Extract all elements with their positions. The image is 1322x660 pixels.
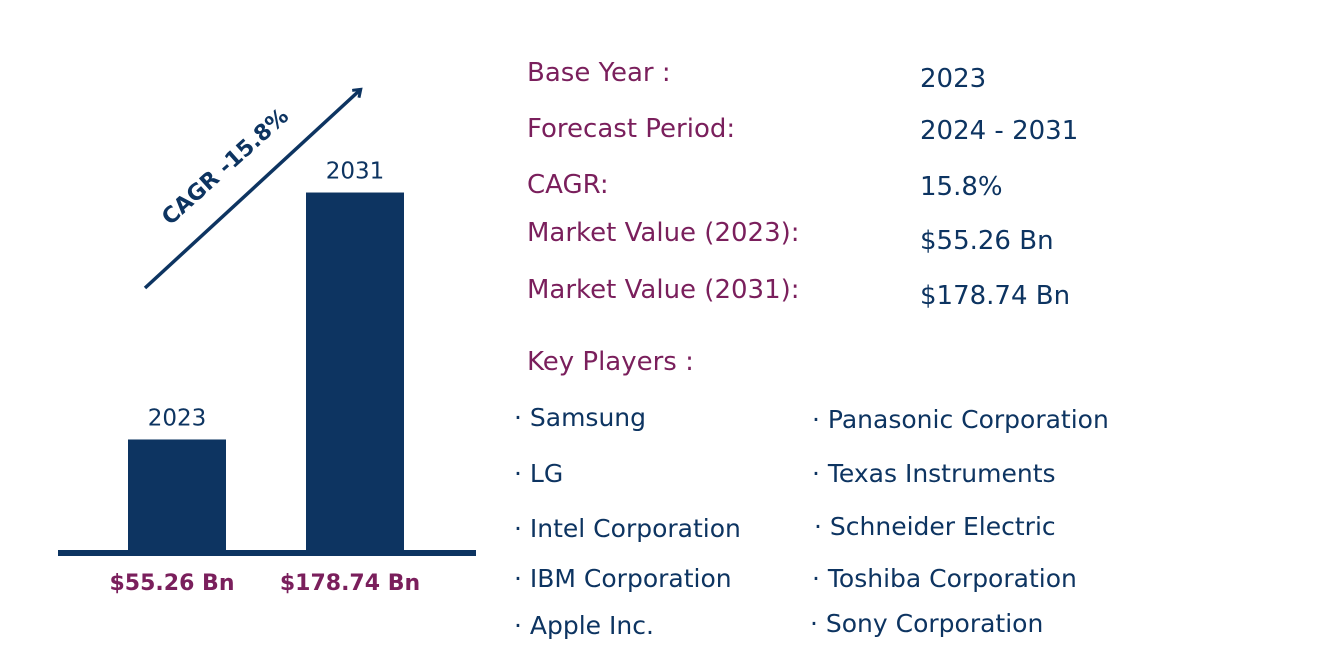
info-value-market-value-2031: $178.74 Bn xyxy=(920,281,1071,311)
info-key-base-year: Base Year : xyxy=(527,58,671,88)
info-key-cagr: CAGR: xyxy=(527,170,609,200)
key-player-item: · Schneider Electric xyxy=(814,512,1056,541)
info-key-market-value-2023: Market Value (2023): xyxy=(527,218,800,248)
info-value-forecast-period: 2024 - 2031 xyxy=(920,116,1079,146)
info-key-market-value-2031: Market Value (2031): xyxy=(527,275,800,305)
info-value-base-year: 2023 xyxy=(920,64,987,94)
key-player-item: · Panasonic Corporation xyxy=(812,405,1109,434)
info-value-cagr: 15.8% xyxy=(920,172,1003,202)
key-player-item: · Intel Corporation xyxy=(514,514,741,543)
key-player-item: · Texas Instruments xyxy=(812,459,1056,488)
key-player-item: · Apple Inc. xyxy=(514,611,654,640)
key-player-item: · Samsung xyxy=(514,403,647,432)
key-player-item: · IBM Corporation xyxy=(514,564,732,593)
info-key-forecast-period: Forecast Period: xyxy=(527,114,736,144)
bar-2031 xyxy=(306,192,404,550)
key-player-item: · Toshiba Corporation xyxy=(812,564,1077,593)
value-label-2031: $178.74 Bn xyxy=(280,571,420,596)
value-label-2023: $55.26 Bn xyxy=(110,571,235,596)
category-label-2023: 2023 xyxy=(148,405,207,431)
growth-arrow xyxy=(143,90,360,290)
bar-2023 xyxy=(128,439,226,550)
key-player-item: · Sony Corporation xyxy=(810,609,1044,638)
category-label-2031: 2031 xyxy=(326,159,385,185)
key-player-item: · LG xyxy=(514,459,564,488)
key-players-title: Key Players : xyxy=(527,347,694,377)
info-value-market-value-2023: $55.26 Bn xyxy=(920,226,1054,256)
